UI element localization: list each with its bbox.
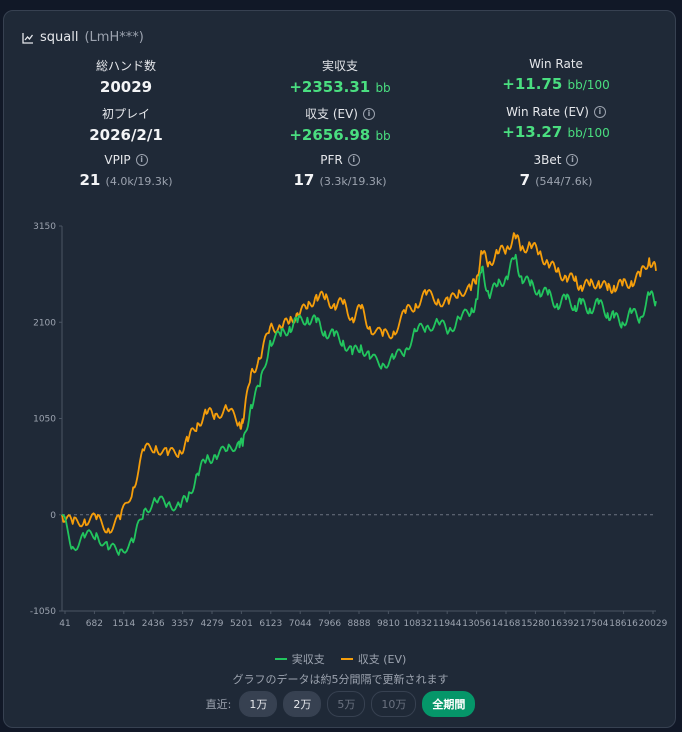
info-icon[interactable]: i xyxy=(566,154,579,166)
stat-hands-value: 20029 xyxy=(99,78,153,96)
x-tick-label: 3357 xyxy=(171,619,194,629)
x-tick-label: 13056 xyxy=(462,619,491,629)
x-tick-label: 15280 xyxy=(521,619,550,629)
stat-ev-winnings-value: +2656.98 xyxy=(289,126,371,144)
x-tick-label: 4279 xyxy=(201,619,224,629)
stat-winrate-label: Win Rate xyxy=(529,57,583,71)
x-tick-label: 5201 xyxy=(230,619,253,629)
y-tick-label: 1050 xyxy=(33,415,56,425)
stat-first-play: 初プレイ 2026/2/1 xyxy=(26,105,226,144)
range-option-1[interactable]: 2万 xyxy=(283,691,322,717)
stat-vpip-value: 21 xyxy=(79,171,101,189)
legend-item-ev[interactable]: 収支 (EV) xyxy=(340,651,407,667)
stat-hands: 総ハンド数 20029 xyxy=(26,57,226,96)
y-tick-label: 3150 xyxy=(33,222,56,232)
line-chart-icon xyxy=(22,32,34,44)
range-option-3: 10万 xyxy=(371,691,417,717)
range-label: 直近: xyxy=(205,698,232,711)
legend-label: 収支 (EV) xyxy=(357,653,407,666)
x-tick-label: 41 xyxy=(59,619,70,629)
x-tick-label: 8888 xyxy=(348,619,371,629)
stats-card: squall (LmH***) 総ハンド数 20029 実収支 +2353.31… xyxy=(3,10,676,728)
x-tick-label: 2436 xyxy=(142,619,165,629)
legend-item-winnings[interactable]: 実収支 xyxy=(274,651,325,667)
series-line-1 xyxy=(61,232,657,534)
stat-winrate-unit: bb/100 xyxy=(567,78,610,92)
stat-first-play-label: 初プレイ xyxy=(101,107,150,121)
stat-ev-winrate-unit: bb/100 xyxy=(567,126,610,140)
card-title: squall (LmH***) xyxy=(22,30,144,45)
stat-ev-winnings: 収支 (EV) i +2656.98 bb xyxy=(240,105,440,144)
info-icon[interactable]: i xyxy=(347,154,360,166)
range-selector: 直近: 1万 2万 5万 10万 全期間 xyxy=(4,691,677,717)
range-option-0[interactable]: 1万 xyxy=(239,691,278,717)
stat-winnings-label: 実収支 xyxy=(321,59,358,73)
y-tick-label: 0 xyxy=(50,511,56,521)
stat-3bet: 3Bet i 7 (544/7.6k) xyxy=(456,153,656,189)
stat-pfr-value: 17 xyxy=(293,171,315,189)
x-tick-label: 682 xyxy=(86,619,103,629)
stat-vpip-label: VPIP xyxy=(104,153,131,167)
x-tick-label: 6123 xyxy=(259,619,282,629)
info-icon[interactable]: i xyxy=(362,107,375,120)
stat-pfr-label: PFR xyxy=(320,153,343,167)
x-tick-label: 10832 xyxy=(403,619,432,629)
legend-swatch xyxy=(274,658,287,660)
stat-ev-winrate: Win Rate (EV) i +13.27 bb/100 xyxy=(456,105,656,141)
stat-pfr-detail: (3.3k/19.3k) xyxy=(319,175,387,188)
x-tick-label: 11944 xyxy=(433,619,462,629)
stat-winnings-value: +2353.31 xyxy=(289,78,371,96)
stat-hands-label: 総ハンド数 xyxy=(95,59,156,73)
stat-ev-winrate-value: +13.27 xyxy=(502,123,563,141)
stat-3bet-label: 3Bet xyxy=(533,153,562,167)
stat-vpip: VPIP i 21 (4.0k/19.3k) xyxy=(26,153,226,189)
stat-winrate: Win Rate +11.75 bb/100 xyxy=(456,57,656,93)
stat-pfr: PFR i 17 (3.3k/19.3k) xyxy=(240,153,440,189)
series-line-0 xyxy=(61,253,657,556)
x-tick-label: 14168 xyxy=(492,619,521,629)
player-name: squall xyxy=(40,30,79,45)
stat-vpip-detail: (4.0k/19.3k) xyxy=(105,175,173,188)
range-option-2: 5万 xyxy=(327,691,366,717)
player-id: (LmH***) xyxy=(84,30,144,45)
x-tick-label: 1514 xyxy=(112,619,135,629)
range-option-4[interactable]: 全期間 xyxy=(422,691,476,717)
y-tick-label: 2100 xyxy=(33,318,56,328)
stat-winnings: 実収支 +2353.31 bb xyxy=(240,57,440,96)
x-tick-label: 9810 xyxy=(377,619,400,629)
stat-ev-winnings-label: 収支 (EV) xyxy=(305,107,358,121)
stat-3bet-detail: (544/7.6k) xyxy=(535,175,593,188)
stat-3bet-value: 7 xyxy=(519,171,531,189)
x-tick-label: 20029 xyxy=(639,619,668,629)
stat-ev-winrate-label: Win Rate (EV) xyxy=(506,105,589,119)
y-tick-label: -1050 xyxy=(30,607,56,617)
legend-swatch xyxy=(340,658,353,660)
info-icon[interactable]: i xyxy=(135,154,148,166)
stat-ev-winnings-unit: bb xyxy=(375,129,391,143)
update-note: グラフのデータは約5分間隔で更新されます xyxy=(232,673,449,686)
stat-winrate-value: +11.75 xyxy=(502,75,563,93)
stat-winnings-unit: bb xyxy=(375,81,391,95)
stat-first-play-value: 2026/2/1 xyxy=(89,126,163,144)
info-icon[interactable]: i xyxy=(593,106,606,118)
x-tick-label: 17504 xyxy=(580,619,609,629)
chart-legend: 実収支 収支 (EV) xyxy=(4,651,677,667)
x-tick-label: 18616 xyxy=(609,619,638,629)
x-tick-label: 7966 xyxy=(318,619,341,629)
x-tick-label: 16392 xyxy=(550,619,579,629)
legend-label: 実収支 xyxy=(291,653,325,666)
x-tick-label: 7044 xyxy=(289,619,312,629)
